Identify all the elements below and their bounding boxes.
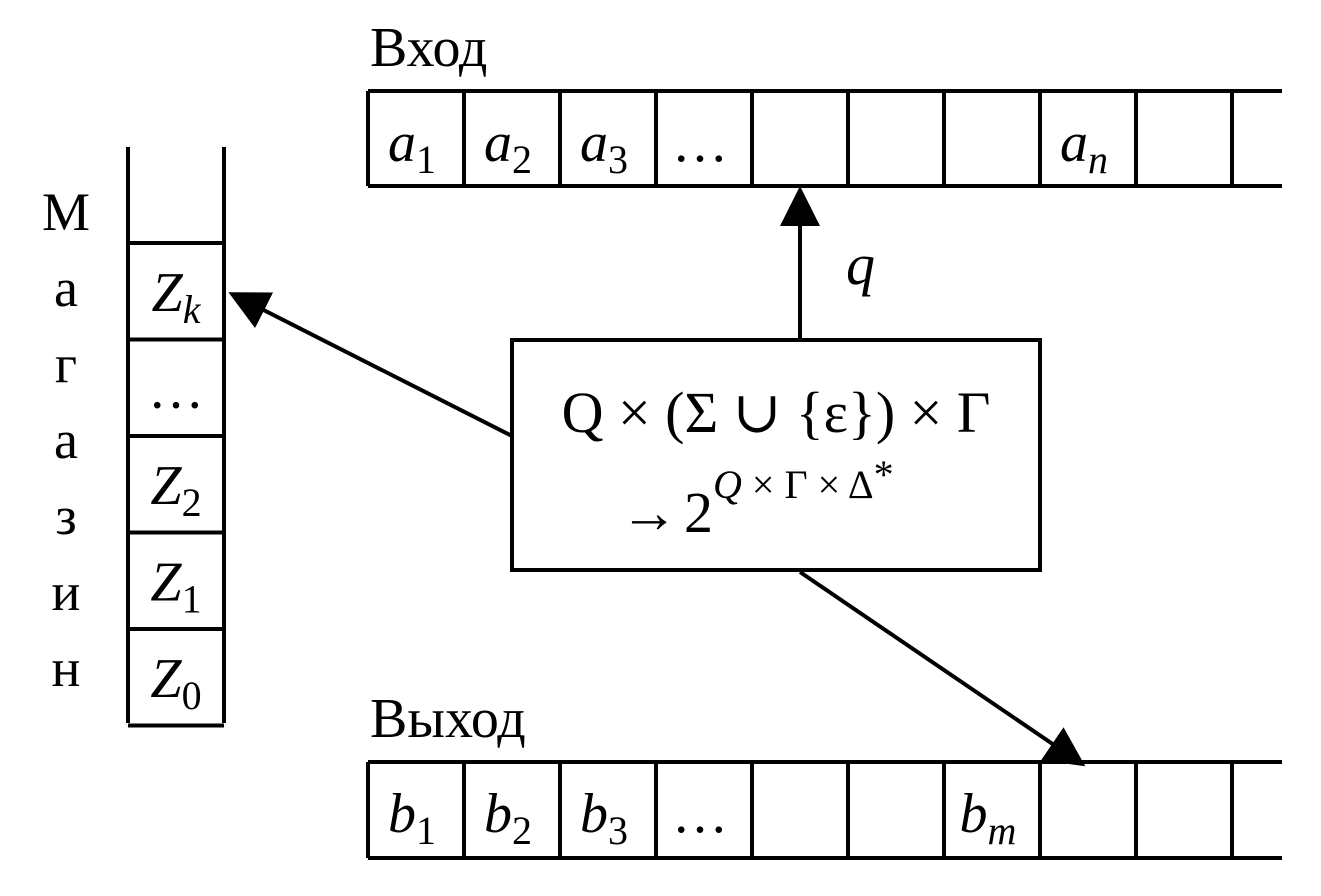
stack-title-letter: а (54, 410, 78, 470)
stack-title-letter: М (42, 182, 90, 242)
output-tape-cell-1: b1 (388, 783, 436, 853)
output-tape-cell-7: bm (960, 783, 1017, 853)
stack-cell-4: Z1 (150, 552, 201, 622)
input-tape-cell-1: a1 (388, 112, 436, 182)
output-tape-cell-4-base: … (672, 783, 728, 845)
control-unit-box (510, 338, 1042, 572)
transition-function-line1: Q × (Σ ∪ {ε}) × Γ (562, 380, 991, 445)
stack-cell-1-base: Z (152, 262, 184, 324)
power-base: 2 (684, 480, 713, 545)
stack-cell-5-subscript: 0 (182, 673, 202, 718)
stack-cell-3-base: Z (150, 455, 182, 517)
stack-cell-5-base: Z (150, 648, 182, 710)
input-tape-cell-8-base: a (1060, 112, 1088, 174)
output-tape-title: Выход (370, 688, 526, 750)
output-tape-cell-2: b2 (484, 783, 532, 853)
transition-function-line2: → 2Q × Γ × Δ* (620, 452, 894, 545)
output-tape-cell-1-base: b (388, 783, 416, 845)
input-tape-cell-2: a2 (484, 112, 532, 182)
input-tape-cell-2-base: a (484, 112, 512, 174)
output-tape-cell-2-base: b (484, 783, 512, 845)
stack-cell-2-base: … (148, 359, 204, 421)
stack-title-letter: н (52, 638, 81, 698)
power-exponent-q: Q (713, 462, 742, 507)
output-tape-cell-4: … (672, 783, 728, 845)
input-tape-cell-3-base: a (580, 112, 608, 174)
stack-cell-5: Z0 (150, 648, 201, 718)
input-tape-cell-2-subscript: 2 (512, 137, 532, 182)
stack-cell-1: Zk (152, 262, 202, 332)
stack-cell-4-base: Z (150, 552, 182, 614)
input-tape-title: Вход (370, 17, 487, 79)
arrow-to-output-tape (798, 570, 1086, 767)
arrow-to-stack-top (228, 292, 513, 438)
input-tape-cell-4-base: … (672, 112, 728, 174)
state-label: q (846, 232, 875, 297)
power-exponent-rest: × Γ × Δ (742, 462, 874, 507)
input-tape-cell-8-subscript: n (1088, 137, 1108, 182)
input-tape-cell-1-subscript: 1 (416, 137, 436, 182)
output-tape-cell-3: b3 (580, 783, 628, 853)
transition-arrow: → (620, 480, 678, 545)
input-tape: a1 a2 a3… an (366, 89, 1282, 188)
power-exponent-star: * (874, 452, 894, 497)
input-tape-cell-3: a3 (580, 112, 628, 182)
output-tape-cell-1-subscript: 1 (416, 808, 436, 853)
stack-cell-3: Z2 (150, 455, 201, 525)
output-tape-cell-3-base: b (580, 783, 608, 845)
stack-title-letter: г (55, 334, 77, 394)
output-tape: b1 b2 b3… bm (366, 760, 1282, 860)
input-tape-cell-8: an (1060, 112, 1108, 182)
input-tape-cell-3-subscript: 3 (608, 137, 628, 182)
stack-cell-2: … (148, 359, 204, 421)
output-tape-cell-3-subscript: 3 (608, 808, 628, 853)
stack-title-letter: а (54, 258, 78, 318)
stack-title-letter: и (52, 562, 81, 622)
stack-cell-1-subscript: k (183, 287, 202, 332)
output-tape-cell-7-base: b (960, 783, 988, 845)
input-tape-cell-1-base: a (388, 112, 416, 174)
stack-cell-4-subscript: 1 (182, 577, 202, 622)
output-tape-cell-2-subscript: 2 (512, 808, 532, 853)
input-tape-cell-4: … (672, 112, 728, 174)
stack-cell-3-subscript: 2 (182, 480, 202, 525)
stack-title-letter: з (55, 486, 76, 546)
output-tape-cell-7-subscript: m (988, 808, 1017, 853)
